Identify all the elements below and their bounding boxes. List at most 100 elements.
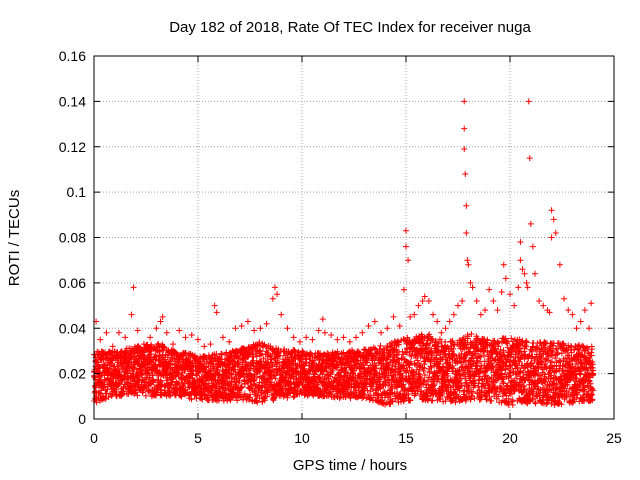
band-point [177, 392, 184, 399]
band-point [120, 390, 127, 397]
data-point [521, 270, 528, 277]
data-point [359, 329, 366, 336]
data-point [346, 338, 353, 345]
band-point [406, 362, 413, 369]
data-point [463, 202, 470, 209]
band-point [445, 372, 452, 379]
data-point [130, 284, 137, 291]
band-point [340, 349, 347, 356]
data-point [461, 98, 468, 105]
data-point [419, 298, 426, 305]
band-point [195, 383, 202, 390]
data-point [581, 307, 588, 314]
data-point [463, 229, 470, 236]
band-point [425, 344, 432, 351]
band-point [525, 374, 532, 381]
data-point [548, 207, 555, 214]
data-point [157, 318, 164, 325]
band-point [303, 359, 310, 366]
data-point [586, 325, 593, 332]
x-tick-label: 20 [502, 430, 518, 446]
data-point [274, 291, 281, 298]
data-point [134, 327, 141, 334]
data-point [97, 336, 104, 343]
band-point [477, 353, 484, 360]
data-point [195, 336, 201, 343]
band-point [157, 377, 164, 384]
band-point [523, 339, 530, 346]
data-point [507, 291, 513, 298]
band-point [415, 384, 422, 391]
band-point [182, 349, 189, 356]
band-point [429, 336, 436, 343]
band-point [369, 385, 376, 392]
band-point [436, 336, 443, 343]
band-point [203, 380, 210, 387]
band-point [432, 339, 439, 346]
band-point [235, 358, 242, 365]
band-point [459, 336, 466, 343]
band-point [499, 365, 506, 372]
band-point [589, 391, 596, 398]
data-point [536, 298, 543, 305]
band-point [566, 377, 573, 384]
y-tick-labels: 00.020.040.060.080.10.120.140.16 [59, 48, 86, 427]
data-point [565, 307, 572, 314]
band-point [311, 353, 318, 360]
band-point [558, 350, 565, 357]
band-point [340, 365, 347, 372]
data-point [396, 322, 403, 329]
band-point [394, 338, 401, 345]
band-point [254, 342, 261, 349]
band-point [590, 367, 597, 374]
band-point [477, 365, 484, 372]
band-point [155, 340, 162, 347]
data-point [115, 329, 122, 336]
data-point [403, 227, 409, 234]
band-point [400, 381, 407, 388]
band-point [583, 344, 590, 351]
band-point [207, 368, 214, 375]
data-points [91, 98, 597, 409]
band-point [477, 396, 484, 403]
data-point [464, 257, 471, 264]
band-point [549, 358, 556, 365]
data-point [122, 334, 129, 341]
band-point [183, 373, 190, 380]
band-point [433, 372, 440, 379]
x-tick-label: 15 [398, 430, 414, 446]
data-point [461, 125, 468, 132]
band-point [214, 377, 221, 384]
band-point [574, 391, 581, 398]
band-point [470, 358, 477, 365]
band-point [232, 378, 239, 385]
band-point [506, 363, 513, 370]
band-point [584, 367, 591, 374]
band-point [559, 392, 566, 399]
band-point [492, 345, 499, 352]
band-point [532, 400, 539, 407]
data-point [201, 343, 208, 350]
data-point [315, 327, 322, 334]
band-point [152, 353, 159, 360]
band-point [537, 375, 544, 382]
x-tick-label: 0 [90, 430, 98, 446]
band-point [589, 396, 596, 403]
data-point [421, 293, 428, 300]
band-point [546, 364, 553, 371]
data-point [411, 311, 418, 318]
band-point [207, 367, 214, 374]
band-point [356, 349, 363, 356]
band-point [253, 374, 260, 381]
band-point [439, 363, 446, 370]
band-point [587, 391, 594, 398]
band-point [373, 362, 380, 369]
data-point [502, 275, 509, 282]
band-point [336, 395, 343, 402]
data-point [390, 313, 397, 320]
band-point [430, 382, 437, 389]
band-point [414, 357, 421, 364]
band-point [529, 353, 536, 360]
band-point [420, 367, 427, 374]
data-point [511, 302, 518, 309]
